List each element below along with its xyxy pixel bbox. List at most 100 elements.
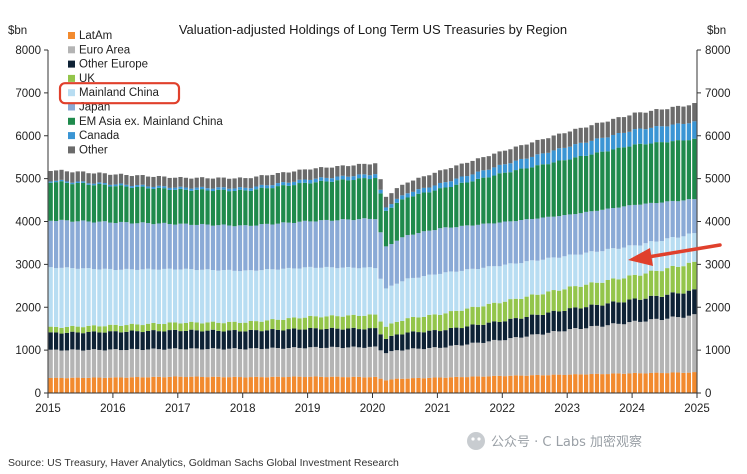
bar-segment bbox=[410, 180, 416, 192]
y-axis-unit-left: $bn bbox=[8, 25, 27, 37]
bar-segment bbox=[654, 203, 659, 242]
bar-segment bbox=[221, 270, 226, 324]
bar-segment bbox=[362, 315, 367, 330]
bar-segment bbox=[562, 215, 567, 257]
bar-segment bbox=[113, 349, 118, 378]
bar-segment bbox=[670, 141, 675, 201]
bar-segment bbox=[573, 328, 578, 375]
bar-segment bbox=[481, 157, 486, 171]
bar-segment bbox=[237, 331, 243, 350]
bar-segment bbox=[416, 233, 421, 278]
bar-segment bbox=[200, 189, 205, 224]
bar-segment bbox=[421, 349, 426, 379]
bar-segment bbox=[605, 208, 610, 249]
bar-stack bbox=[259, 175, 264, 393]
bar-stack bbox=[519, 145, 524, 393]
bar-segment bbox=[270, 376, 275, 393]
bar-stack bbox=[156, 175, 161, 393]
bar-segment bbox=[605, 151, 610, 209]
bar-segment bbox=[600, 209, 605, 252]
bar-segment bbox=[86, 377, 91, 393]
bar-segment bbox=[562, 289, 567, 311]
bar-segment bbox=[129, 269, 134, 324]
bar-segment bbox=[416, 277, 421, 318]
bar-segment bbox=[681, 106, 686, 124]
bar-segment bbox=[600, 122, 605, 138]
bar-segment bbox=[540, 375, 545, 393]
bar-segment bbox=[497, 164, 502, 174]
bar-stack bbox=[162, 176, 167, 393]
bar-segment bbox=[465, 326, 470, 345]
bar-segment bbox=[427, 230, 432, 275]
bar-segment bbox=[692, 199, 697, 234]
bar-segment bbox=[519, 220, 524, 264]
bar-segment bbox=[427, 314, 432, 331]
bar-segment bbox=[459, 310, 464, 329]
bar-segment bbox=[151, 188, 156, 225]
bar-stack bbox=[70, 172, 75, 393]
bar-segment bbox=[681, 200, 686, 237]
bar-segment bbox=[383, 210, 389, 247]
bar-segment bbox=[410, 191, 416, 197]
bar-segment bbox=[118, 350, 124, 378]
bar-segment bbox=[291, 347, 297, 377]
bar-segment bbox=[335, 180, 340, 221]
bar-segment bbox=[59, 267, 64, 328]
bar-segment bbox=[432, 190, 437, 231]
bar-segment bbox=[632, 274, 637, 299]
arrow-head bbox=[628, 248, 653, 266]
bar-segment bbox=[59, 377, 64, 393]
bar-segment bbox=[156, 175, 161, 186]
bar-segment bbox=[616, 302, 621, 324]
bar-segment bbox=[443, 377, 448, 393]
bar-segment bbox=[654, 295, 659, 319]
bar-segment bbox=[540, 217, 545, 260]
bar-segment bbox=[373, 328, 378, 347]
bar-segment bbox=[648, 295, 654, 320]
legend-swatch bbox=[68, 74, 75, 82]
bar-segment bbox=[600, 137, 605, 152]
bar-segment bbox=[627, 146, 632, 206]
bar-segment bbox=[475, 342, 481, 377]
bar-segment bbox=[172, 348, 178, 377]
bar-segment bbox=[151, 322, 156, 331]
bar-segment bbox=[145, 176, 151, 187]
bar-segment bbox=[594, 325, 600, 374]
bar-segment bbox=[573, 374, 578, 393]
legend-item-label: UK bbox=[79, 73, 95, 85]
y-tick-label-right: 1000 bbox=[705, 345, 731, 357]
bar-segment bbox=[573, 307, 578, 329]
bar-segment bbox=[270, 188, 275, 225]
bar-segment bbox=[643, 144, 648, 204]
bar-segment bbox=[48, 332, 53, 350]
bar-segment bbox=[329, 315, 335, 328]
bar-stack bbox=[611, 118, 616, 393]
bar-segment bbox=[75, 221, 80, 269]
bar-segment bbox=[346, 180, 351, 220]
bar-segment bbox=[86, 325, 91, 332]
bar-segment bbox=[470, 174, 475, 182]
bar-segment bbox=[308, 376, 313, 393]
bar-segment bbox=[611, 373, 616, 393]
bar-segment bbox=[497, 340, 502, 376]
bar-segment bbox=[129, 176, 134, 187]
bar-segment bbox=[216, 225, 221, 271]
bar-segment bbox=[113, 186, 118, 224]
bar-segment bbox=[578, 308, 583, 329]
bar-segment bbox=[443, 182, 448, 188]
bar-segment bbox=[383, 207, 389, 211]
bar-segment bbox=[692, 314, 697, 373]
bar-segment bbox=[670, 124, 675, 142]
bar-segment bbox=[584, 142, 589, 156]
bar-segment bbox=[75, 349, 80, 378]
bar-segment bbox=[524, 144, 529, 159]
bar-segment bbox=[465, 162, 470, 177]
bar-segment bbox=[400, 350, 405, 379]
bar-segment bbox=[108, 222, 113, 269]
bar-segment bbox=[378, 179, 383, 190]
bar-segment bbox=[567, 146, 573, 160]
bar-segment bbox=[529, 219, 535, 261]
bar-segment bbox=[378, 321, 383, 335]
bar-segment bbox=[145, 188, 151, 224]
bar-segment bbox=[621, 324, 627, 374]
